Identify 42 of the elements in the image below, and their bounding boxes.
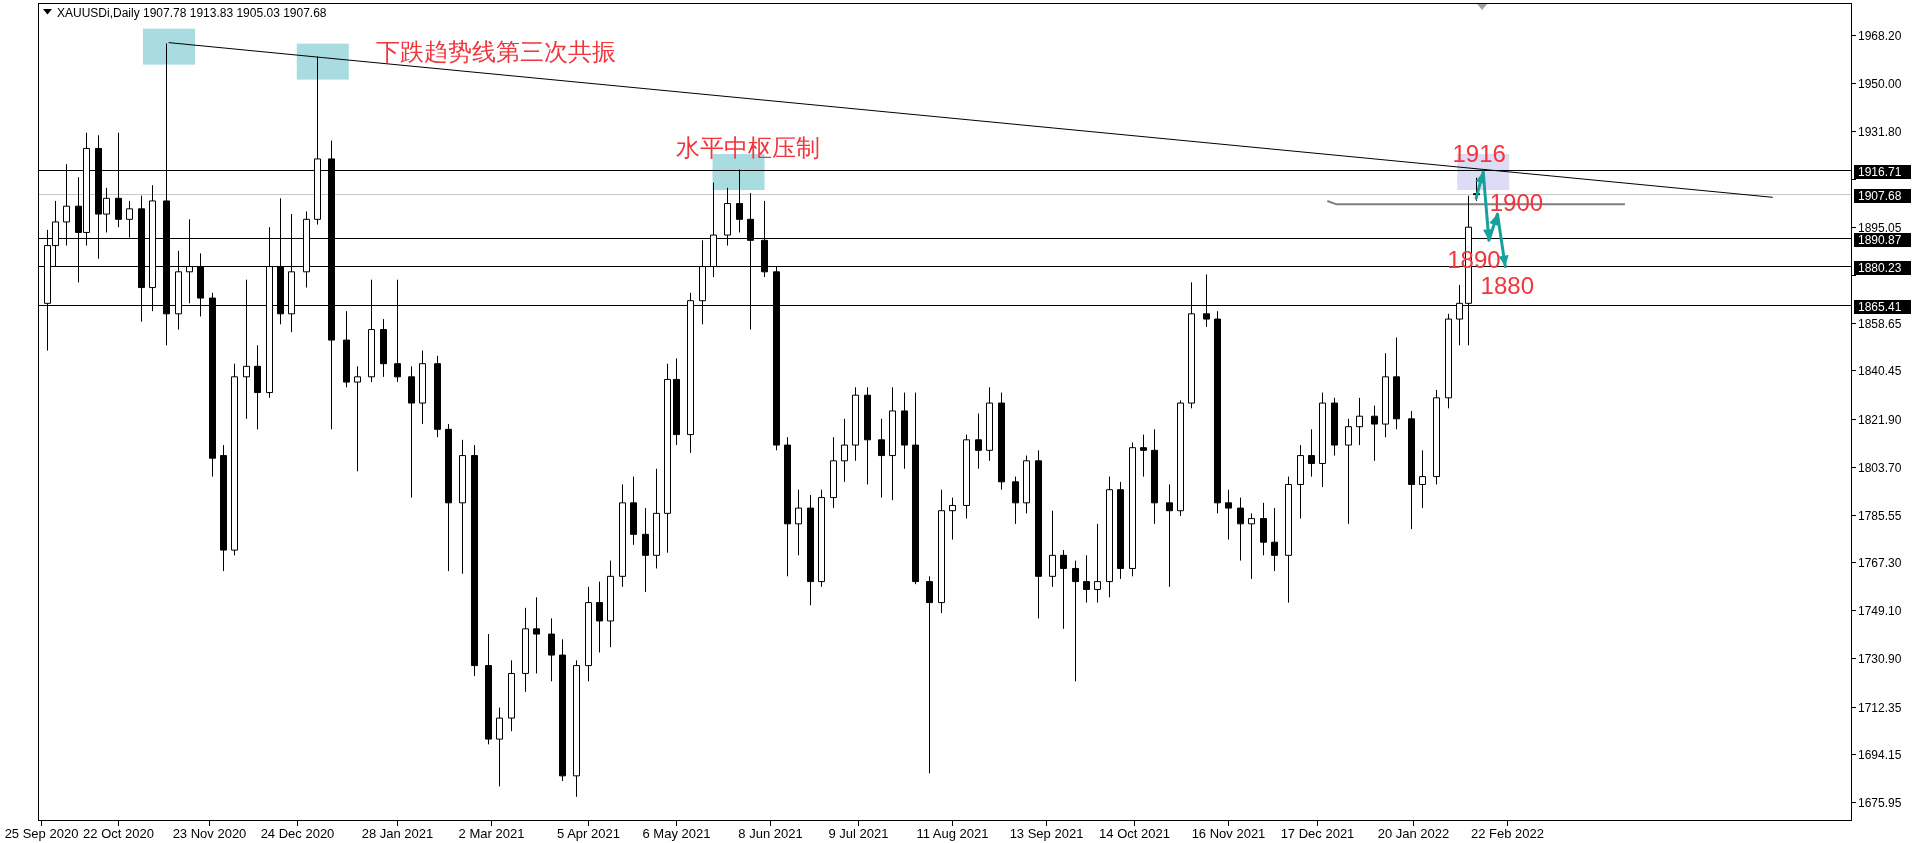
- annotation: 1880: [1480, 272, 1534, 300]
- ref-line-label: 1890.87: [1858, 233, 1902, 247]
- y-tick-label: 1950.00: [1858, 76, 1902, 91]
- x-tick-label: 16 Nov 2021: [1191, 825, 1266, 841]
- x-tick-label: 9 Jul 2021: [828, 825, 889, 841]
- y-tick-label: 1767.30: [1858, 555, 1902, 570]
- ref-line-label: 1865.41: [1858, 300, 1902, 314]
- x-tick-label: 8 Jun 2021: [738, 825, 803, 841]
- x-tick-label: 14 Oct 2021: [1099, 825, 1170, 841]
- y-tick-label: 1749.10: [1858, 603, 1902, 618]
- y-tick-label: 1931.80: [1858, 124, 1902, 139]
- x-tick-label: 11 Aug 2021: [916, 825, 989, 841]
- x-tick-label: 23 Nov 2020: [172, 825, 247, 841]
- annotation: 水平中枢压制: [675, 133, 820, 161]
- y-tick-label: 1730.90: [1858, 651, 1902, 666]
- y-tick-label: 1821.90: [1858, 412, 1902, 427]
- chart-title: XAUUSDi,Daily 1907.78 1913.83 1905.03 1907.68: [57, 6, 327, 20]
- annotation: 1916: [1452, 139, 1506, 167]
- x-tick-label: 5 Apr 2021: [557, 825, 620, 841]
- x-tick-label: 13 Sep 2021: [1009, 825, 1084, 841]
- x-tick-label: 2 Mar 2021: [458, 825, 525, 841]
- x-tick-label: 17 Dec 2021: [1280, 825, 1355, 841]
- y-tick-label: 1840.45: [1858, 363, 1902, 378]
- y-tick-label: 1858.65: [1858, 316, 1902, 331]
- y-tick-label: 1968.20: [1858, 28, 1902, 43]
- annotation: 下跌趋势线第三次共振: [375, 37, 616, 65]
- y-tick-label: 1675.95: [1858, 795, 1902, 810]
- y-tick-label: 1694.15: [1858, 747, 1902, 762]
- x-tick-label: 20 Jan 2022: [1377, 825, 1450, 841]
- ref-line-label: 1907.68: [1858, 189, 1902, 203]
- x-tick-label: 22 Feb 2022: [1470, 825, 1545, 841]
- x-tick-label: 24 Dec 2020: [260, 825, 335, 841]
- y-tick-label: 1785.55: [1858, 508, 1902, 523]
- ref-line-label: 1880.23: [1858, 261, 1902, 275]
- x-tick-label: 6 May 2021: [642, 825, 711, 841]
- x-tick-label: 25 Sep 2020: [4, 825, 79, 841]
- x-tick-label: 22 Oct 2020: [83, 825, 154, 841]
- y-tick-label: 1712.35: [1858, 700, 1902, 715]
- x-tick-label: 28 Jan 2021: [361, 825, 434, 841]
- y-tick-label: 1895.05: [1858, 220, 1902, 235]
- y-tick-label: 1803.70: [1858, 460, 1902, 475]
- ref-line-label: 1916.71: [1858, 165, 1902, 179]
